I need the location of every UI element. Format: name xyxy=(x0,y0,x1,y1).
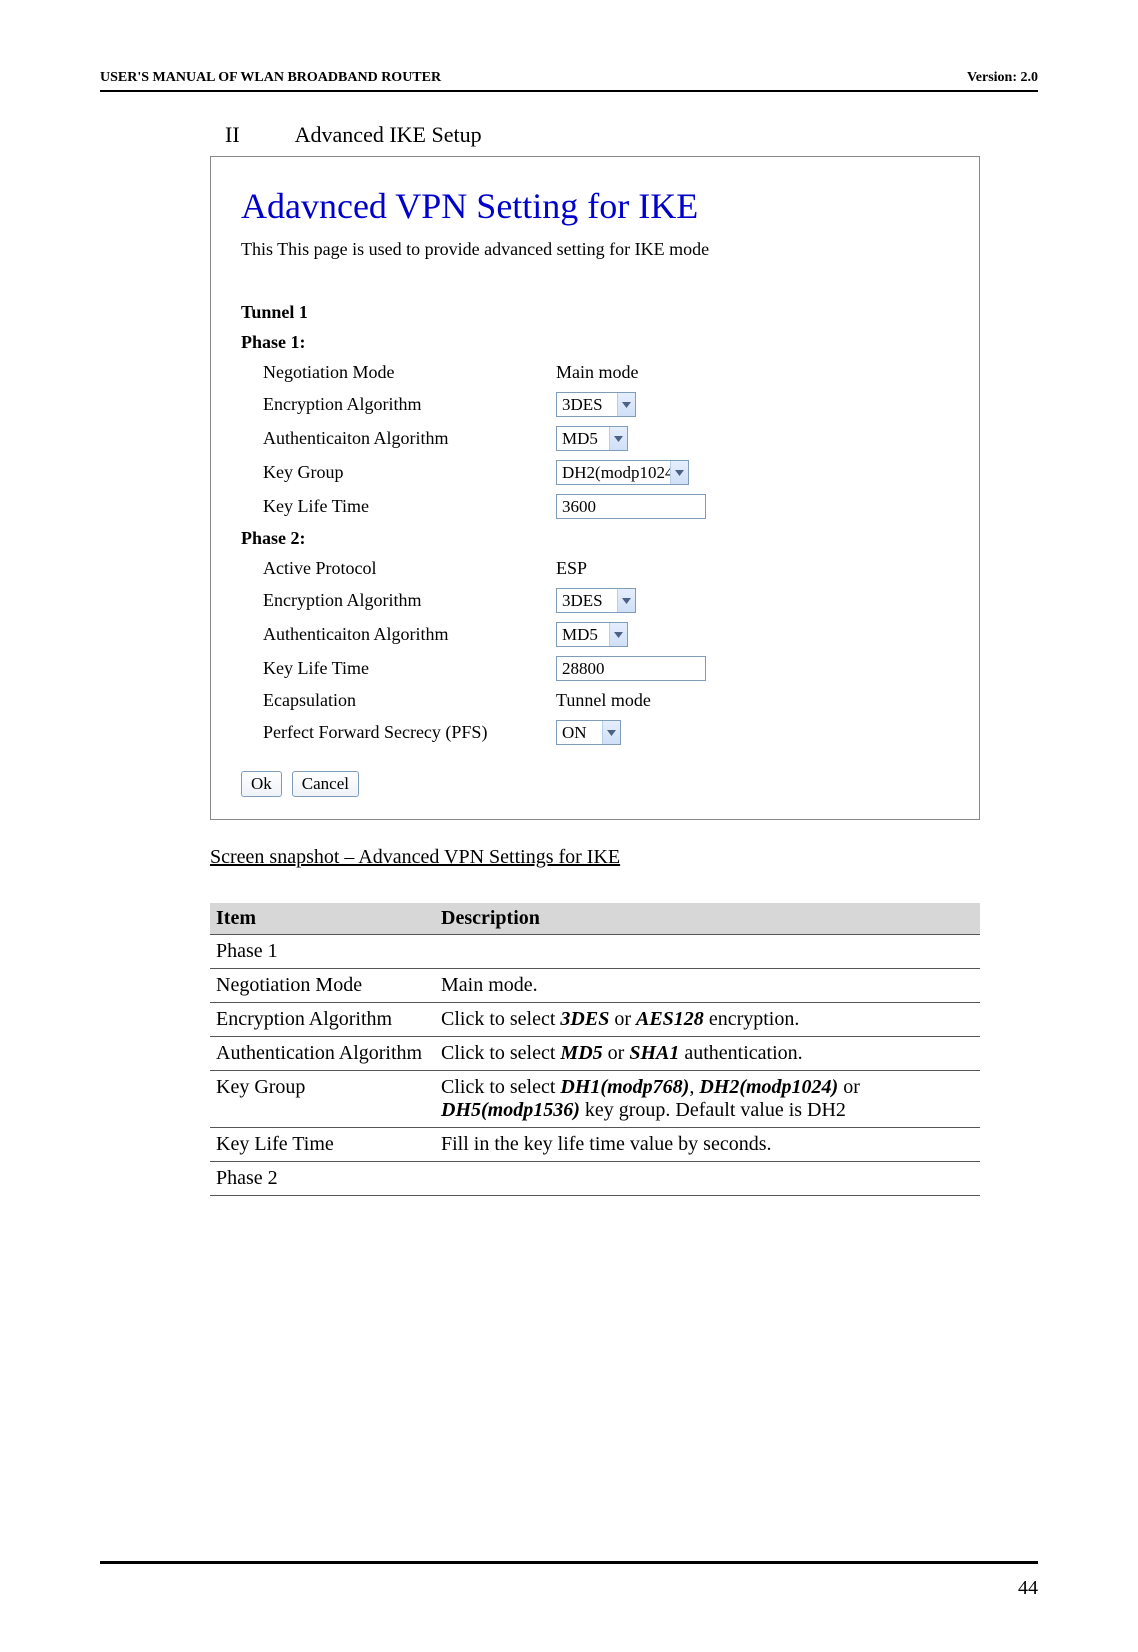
phase1-auth-value: MD5 xyxy=(557,427,609,450)
table-header-row: Item Description xyxy=(210,903,980,935)
cell-desc: Click to select 3DES or AES128 encryptio… xyxy=(435,1003,980,1037)
phase2-pfs-select[interactable]: ON xyxy=(556,720,621,745)
cell-desc xyxy=(435,1162,980,1196)
phase2-protocol-label: Active Protocol xyxy=(241,558,556,579)
phase2-pfs-label: Perfect Forward Secrecy (PFS) xyxy=(241,722,556,743)
cancel-button[interactable]: Cancel xyxy=(292,771,359,797)
phase1-keygroup-label: Key Group xyxy=(241,462,556,483)
page-number: 44 xyxy=(1018,1577,1038,1600)
th-item: Item xyxy=(210,903,435,935)
phase2-encapsulation-value: Tunnel mode xyxy=(556,690,651,711)
section-title: Advanced IKE Setup xyxy=(295,122,482,148)
phase1-negotiation-row: Negotiation Mode Main mode xyxy=(241,362,949,383)
panel-title: Adavnced VPN Setting for IKE xyxy=(241,185,949,227)
phase2-keylife-input[interactable] xyxy=(556,656,706,681)
phase2-auth-value: MD5 xyxy=(557,623,609,646)
footer-rule xyxy=(100,1561,1038,1564)
page-header: USER'S MANUAL OF WLAN BROADBAND ROUTER V… xyxy=(100,70,1038,86)
phase1-keygroup-value: DH2(modp1024) xyxy=(557,461,670,484)
phase1-encryption-value: 3DES xyxy=(557,393,617,416)
cell-item: Key Life Time xyxy=(210,1128,435,1162)
phase1-keygroup-select[interactable]: DH2(modp1024) xyxy=(556,460,689,485)
phase1-keygroup-row: Key Group DH2(modp1024) xyxy=(241,460,949,485)
phase2-encryption-label: Encryption Algorithm xyxy=(241,590,556,611)
phase2-protocol-row: Active Protocol ESP xyxy=(241,558,949,579)
cell-item: Encryption Algorithm xyxy=(210,1003,435,1037)
cell-item: Phase 2 xyxy=(210,1162,435,1196)
phase1-auth-select[interactable]: MD5 xyxy=(556,426,628,451)
table-row: Authentication Algorithm Click to select… xyxy=(210,1037,980,1071)
phase1-negotiation-label: Negotiation Mode xyxy=(241,362,556,383)
phase1-keylife-label: Key Life Time xyxy=(241,496,556,517)
cell-item: Authentication Algorithm xyxy=(210,1037,435,1071)
phase2-protocol-value: ESP xyxy=(556,558,587,579)
phase2-auth-label: Authenticaiton Algorithm xyxy=(241,624,556,645)
chevron-down-icon xyxy=(617,393,635,416)
section-heading: II Advanced IKE Setup xyxy=(225,122,1038,148)
cell-desc: Click to select MD5 or SHA1 authenticati… xyxy=(435,1037,980,1071)
phase2-encapsulation-label: Ecapsulation xyxy=(241,690,556,711)
screenshot-caption: Screen snapshot – Advanced VPN Settings … xyxy=(210,846,1038,869)
phase2-encryption-select[interactable]: 3DES xyxy=(556,588,636,613)
ike-settings-panel: Adavnced VPN Setting for IKE This This p… xyxy=(210,156,980,820)
cell-desc: Main mode. xyxy=(435,969,980,1003)
description-table: Item Description Phase 1 Negotiation Mod… xyxy=(210,903,980,1196)
panel-button-row: Ok Cancel xyxy=(241,771,949,797)
chevron-down-icon xyxy=(602,721,620,744)
header-right-text: Version: 2.0 xyxy=(967,70,1038,86)
phase1-encryption-select[interactable]: 3DES xyxy=(556,392,636,417)
phase2-pfs-value: ON xyxy=(557,721,602,744)
phase2-label: Phase 2: xyxy=(241,528,949,549)
phase1-auth-row: Authenticaiton Algorithm MD5 xyxy=(241,426,949,451)
chevron-down-icon xyxy=(617,589,635,612)
cell-desc: Click to select DH1(modp768), DH2(modp10… xyxy=(435,1071,980,1128)
table-row: Key Life Time Fill in the key life time … xyxy=(210,1128,980,1162)
chevron-down-icon xyxy=(670,461,688,484)
phase1-auth-label: Authenticaiton Algorithm xyxy=(241,428,556,449)
phase2-keylife-label: Key Life Time xyxy=(241,658,556,679)
cell-item: Negotiation Mode xyxy=(210,969,435,1003)
phase2-pfs-row: Perfect Forward Secrecy (PFS) ON xyxy=(241,720,949,745)
chevron-down-icon xyxy=(609,427,627,450)
ok-button[interactable]: Ok xyxy=(241,771,282,797)
header-rule xyxy=(100,90,1038,92)
phase2-keylife-row: Key Life Time xyxy=(241,656,949,681)
phase1-encryption-row: Encryption Algorithm 3DES xyxy=(241,392,949,417)
phase2-encapsulation-row: Ecapsulation Tunnel mode xyxy=(241,690,949,711)
cell-desc: Fill in the key life time value by secon… xyxy=(435,1128,980,1162)
phase2-encryption-value: 3DES xyxy=(557,589,617,612)
th-description: Description xyxy=(435,903,980,935)
section-number: II xyxy=(225,122,240,148)
panel-description: This This page is used to provide advanc… xyxy=(241,239,949,260)
header-left-text: USER'S MANUAL OF WLAN BROADBAND ROUTER xyxy=(100,70,441,86)
cell-desc xyxy=(435,935,980,969)
phase1-keylife-input[interactable] xyxy=(556,494,706,519)
phase1-encryption-label: Encryption Algorithm xyxy=(241,394,556,415)
table-row: Key Group Click to select DH1(modp768), … xyxy=(210,1071,980,1128)
chevron-down-icon xyxy=(609,623,627,646)
phase2-encryption-row: Encryption Algorithm 3DES xyxy=(241,588,949,613)
table-row: Phase 1 xyxy=(210,935,980,969)
table-row: Negotiation Mode Main mode. xyxy=(210,969,980,1003)
table-row: Encryption Algorithm Click to select 3DE… xyxy=(210,1003,980,1037)
cell-item: Key Group xyxy=(210,1071,435,1128)
table-row: Phase 2 xyxy=(210,1162,980,1196)
tunnel-label: Tunnel 1 xyxy=(241,302,949,323)
cell-item: Phase 1 xyxy=(210,935,435,969)
phase1-keylife-row: Key Life Time xyxy=(241,494,949,519)
phase1-negotiation-value: Main mode xyxy=(556,362,639,383)
phase2-auth-row: Authenticaiton Algorithm MD5 xyxy=(241,622,949,647)
phase2-auth-select[interactable]: MD5 xyxy=(556,622,628,647)
phase1-label: Phase 1: xyxy=(241,332,949,353)
